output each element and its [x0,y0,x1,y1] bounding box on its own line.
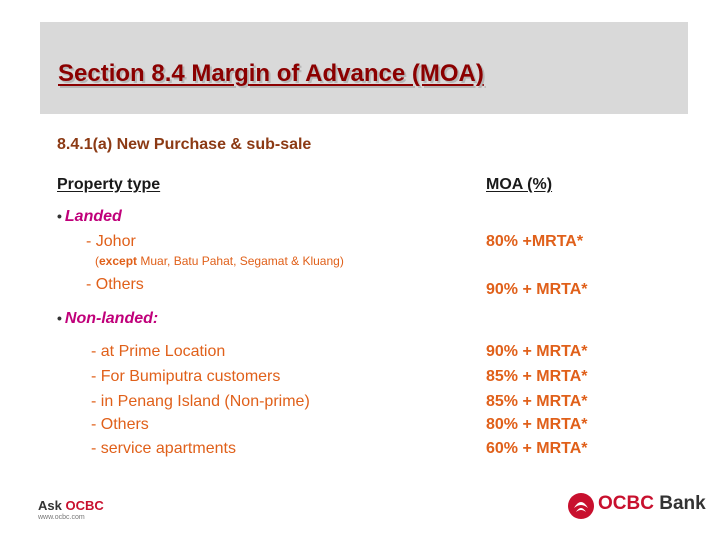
list-item-value: 80% + MRTA* [486,416,588,433]
list-item-value: 80% +MRTA* [486,233,584,250]
johor-exception-note: (except Muar, Batu Pahat, Segamat & Klua… [95,254,344,268]
list-item-name: - at Prime Location [91,343,226,360]
category-landed: • Landed [57,208,122,226]
list-item-value: 85% + MRTA* [486,393,588,410]
ask-text: Ask [38,498,62,513]
note-bold: except [99,254,138,268]
list-item-name: - Others [86,276,144,293]
list-item-value: 85% + MRTA* [486,368,588,385]
category-non-landed: • Non-landed: [57,310,158,328]
ask-brand: OCBC [65,498,104,513]
ocbc-bank-wordmark: OCBC Bank [598,493,706,515]
list-item-value: 90% + MRTA* [486,281,588,298]
bullet-icon: • [57,310,62,326]
website-text: www.ocbc.com [38,514,85,521]
list-item-name: - service apartments [91,440,236,457]
logo-brand: OCBC [598,493,654,514]
list-item-value: 90% + MRTA* [486,343,588,360]
list-item-name: - Johor [86,233,136,250]
category-label: Non-landed: [64,310,159,327]
title-band [40,22,688,114]
ask-ocbc-logo: Ask OCBC [38,498,104,513]
section-subtitle: 8.4.1(a) New Purchase & sub-sale [57,136,312,153]
column-header-moa: MOA (%) [486,176,553,193]
column-header-property-type: Property type [57,176,161,193]
list-item-value: 60% + MRTA* [486,440,588,457]
note-rest: Muar, Batu Pahat, Segamat & Kluang) [137,254,344,268]
page-title: Section 8.4 Margin of Advance (MOA) [58,60,484,87]
ocbc-bank-logo-icon [568,493,594,519]
list-item-name: - in Penang Island (Non-prime) [91,393,310,410]
logo-suffix: Bank [653,493,706,514]
bullet-icon: • [57,208,62,224]
list-item-name: - For Bumiputra customers [91,368,281,385]
category-label: Landed [64,208,122,225]
note-prefix: ( [95,254,99,268]
list-item-name: - Others [91,416,149,433]
